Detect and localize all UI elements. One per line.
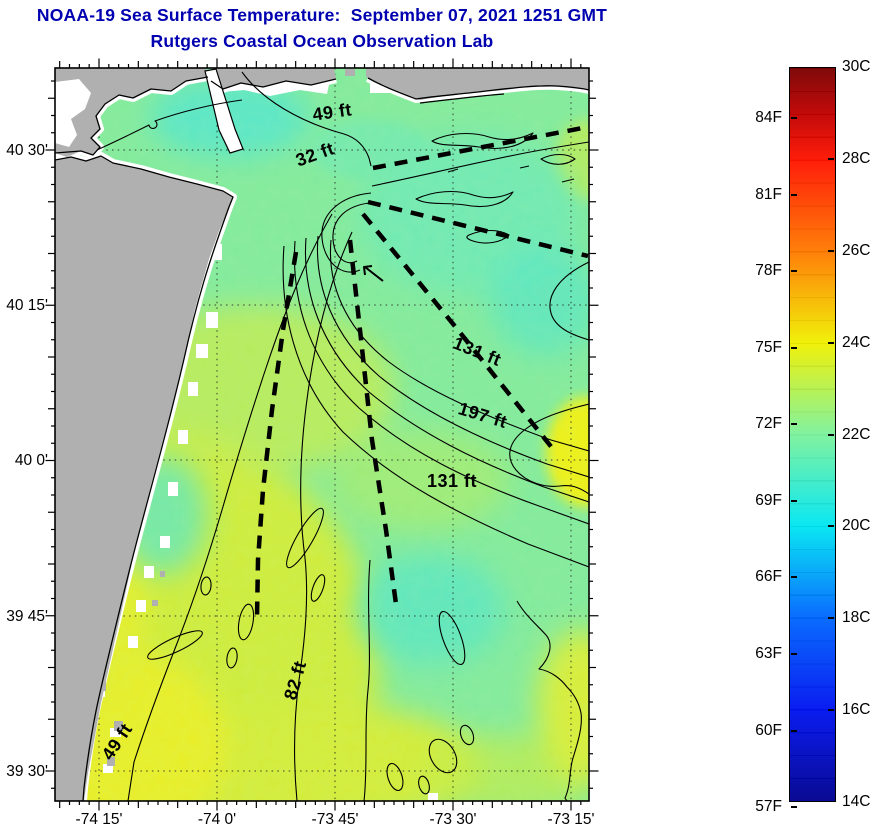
y-axis-label: 40 15' — [6, 297, 48, 314]
x-axis-label: -73 15' — [548, 811, 595, 828]
axis-tick-labels: -74 15' -74 0' -73 45' -73 30' -73 15' 40 30'… — [6, 142, 594, 828]
transect-line — [347, 239, 399, 605]
transect-line — [361, 212, 555, 451]
transect-dashed-lines — [254, 124, 589, 619]
x-axis-label: -74 0' — [198, 811, 236, 828]
y-axis-label: 40 30' — [6, 142, 48, 159]
y-axis-label: 39 30' — [6, 763, 48, 780]
river-channel-no-data — [55, 79, 91, 147]
axis-ticks — [45, 58, 599, 811]
depth-label: 131 ft — [427, 471, 477, 491]
sandy-hook-spit — [204, 68, 244, 154]
y-axis-label: 40 0' — [15, 452, 48, 469]
coastlines — [55, 76, 589, 801]
page-subtitle: Rutgers Coastal Ocean Observation Lab — [150, 31, 494, 51]
x-axis-label: -73 30' — [430, 811, 477, 828]
plot-frame — [54, 67, 590, 802]
transect-line — [367, 199, 589, 259]
page-title: NOAA-19 Sea Surface Temperature: Septemb… — [36, 5, 608, 25]
x-axis-label: -73 45' — [312, 811, 359, 828]
transect-line — [372, 124, 589, 171]
x-axis-label: -74 15' — [76, 811, 123, 828]
depth-contours — [96, 71, 589, 801]
transect-line — [254, 251, 299, 619]
map-ocean-imagery — [55, 68, 589, 801]
y-axis-label: 39 45' — [6, 608, 48, 625]
